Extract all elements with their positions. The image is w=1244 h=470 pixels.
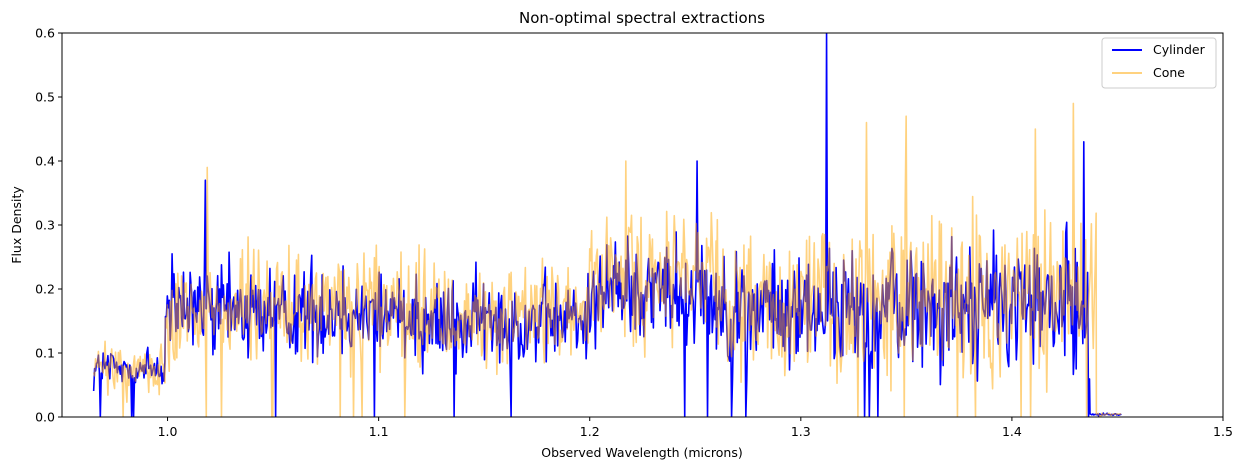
series-line-cone <box>92 102 1122 417</box>
x-tick-label: 1.3 <box>791 424 811 439</box>
x-tick-label: 1.1 <box>369 424 389 439</box>
y-tick-label: 0.0 <box>35 410 55 425</box>
y-axis: 0.0 0.1 0.2 0.3 0.4 0.5 0.6 <box>35 26 62 425</box>
legend: Cylinder Cone <box>1101 37 1217 89</box>
x-tick-label: 1.4 <box>1002 424 1022 439</box>
x-axis: 1.0 1.1 1.2 1.3 1.4 1.5 <box>158 417 1233 439</box>
x-tick-label: 1.0 <box>158 424 178 439</box>
x-axis-label: Observed Wavelength (microns) <box>541 445 742 460</box>
y-tick-label: 0.4 <box>35 154 55 169</box>
series-layer <box>92 33 1122 417</box>
y-tick-label: 0.2 <box>35 282 55 297</box>
y-tick-label: 0.5 <box>35 90 55 105</box>
y-tick-label: 0.3 <box>35 218 55 233</box>
y-axis-label: Flux Density <box>9 186 24 264</box>
y-tick-label: 0.6 <box>35 26 55 41</box>
y-tick-label: 0.1 <box>35 346 55 361</box>
legend-label-cone: Cone <box>1153 65 1185 80</box>
x-tick-label: 1.2 <box>580 424 600 439</box>
x-tick-label: 1.5 <box>1213 424 1233 439</box>
legend-label-cylinder: Cylinder <box>1153 42 1206 57</box>
chart-title: Non-optimal spectral extractions <box>519 9 765 27</box>
plot-frame <box>61 32 1224 418</box>
